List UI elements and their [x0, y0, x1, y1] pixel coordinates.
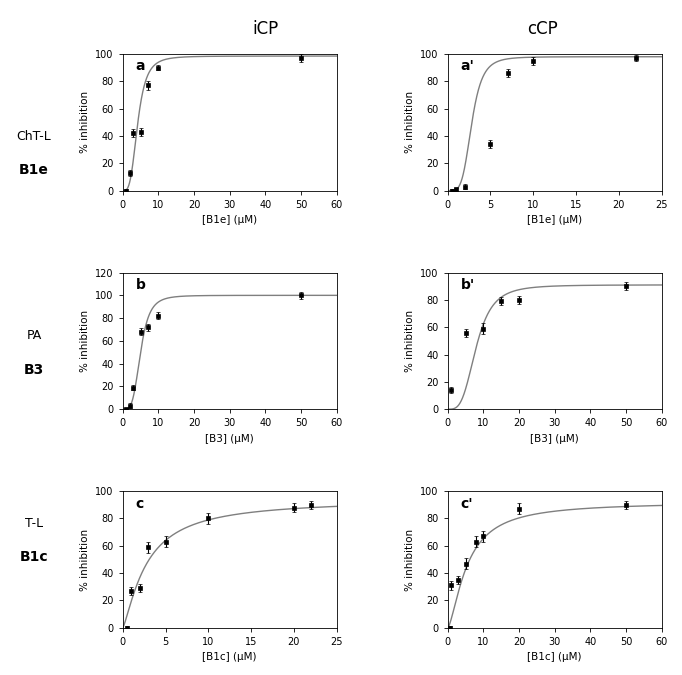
Text: iCP: iCP — [253, 20, 279, 38]
Text: B1e: B1e — [19, 163, 49, 178]
Text: T-L: T-L — [25, 516, 43, 530]
X-axis label: [B1c] (μM): [B1c] (μM) — [527, 652, 582, 662]
Text: cCP: cCP — [527, 20, 558, 38]
X-axis label: [B3] (μM): [B3] (μM) — [205, 434, 254, 443]
Text: a: a — [136, 59, 145, 74]
Text: c': c' — [460, 497, 473, 510]
X-axis label: [B1e] (μM): [B1e] (μM) — [527, 215, 582, 225]
X-axis label: [B1c] (μM): [B1c] (μM) — [203, 652, 257, 662]
X-axis label: [B3] (μM): [B3] (μM) — [531, 434, 579, 443]
Text: B1c: B1c — [20, 550, 48, 564]
Y-axis label: % inhibition: % inhibition — [405, 310, 415, 372]
Y-axis label: % inhibition: % inhibition — [80, 310, 89, 372]
Text: c: c — [136, 497, 144, 510]
Text: ChT-L: ChT-L — [17, 130, 51, 143]
Y-axis label: % inhibition: % inhibition — [405, 529, 415, 591]
Text: b': b' — [460, 278, 475, 292]
Text: b: b — [136, 278, 145, 292]
Y-axis label: % inhibition: % inhibition — [80, 91, 90, 153]
Y-axis label: % inhibition: % inhibition — [80, 529, 90, 591]
Y-axis label: % inhibition: % inhibition — [405, 91, 415, 153]
Text: PA: PA — [27, 329, 42, 342]
Text: a': a' — [460, 59, 475, 74]
X-axis label: [B1e] (μM): [B1e] (μM) — [202, 215, 257, 225]
Text: B3: B3 — [24, 362, 44, 377]
